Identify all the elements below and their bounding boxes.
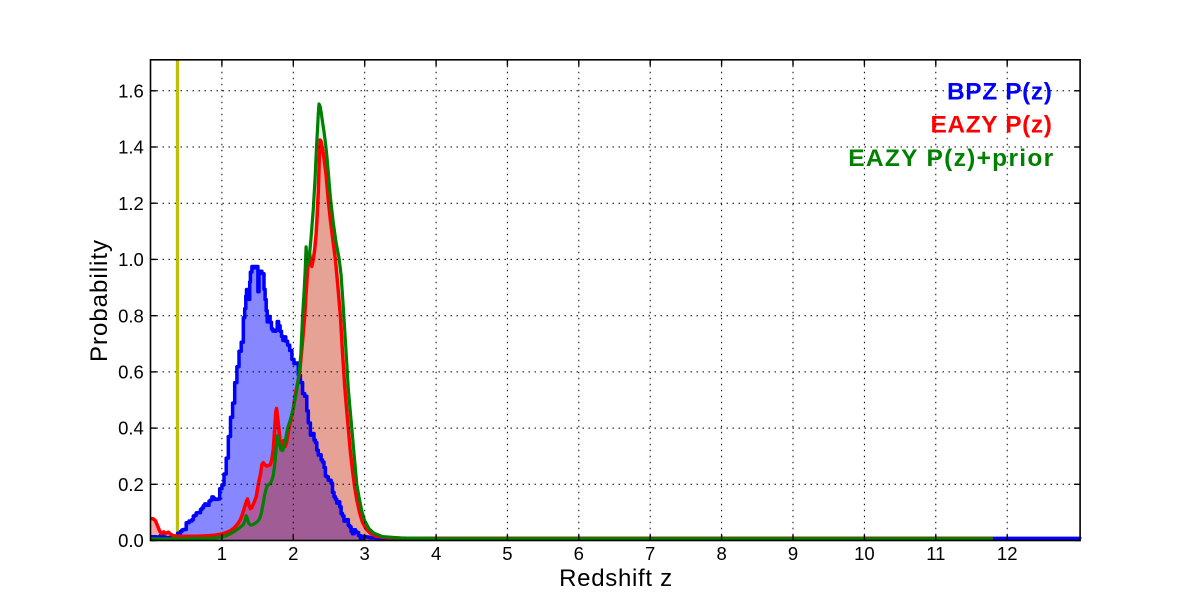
svg-text:3: 3	[360, 543, 370, 564]
svg-text:0.8: 0.8	[118, 305, 144, 326]
svg-text:8: 8	[716, 543, 726, 564]
svg-text:11: 11	[926, 543, 945, 564]
svg-text:2: 2	[288, 543, 298, 564]
svg-text:1: 1	[217, 543, 227, 564]
svg-text:0.6: 0.6	[118, 362, 144, 383]
svg-text:0.2: 0.2	[118, 474, 144, 495]
svg-text:12: 12	[997, 543, 1018, 564]
svg-text:1.0: 1.0	[118, 249, 144, 270]
svg-text:4: 4	[431, 543, 441, 564]
svg-text:BPZ P(z): BPZ P(z)	[947, 78, 1053, 105]
svg-text:10: 10	[854, 543, 875, 564]
svg-text:9: 9	[788, 543, 798, 564]
svg-text:1.6: 1.6	[118, 80, 144, 101]
svg-text:0.4: 0.4	[118, 418, 144, 439]
svg-text:1.4: 1.4	[118, 137, 144, 158]
svg-text:5: 5	[502, 543, 512, 564]
svg-text:EAZY P(z): EAZY P(z)	[930, 112, 1052, 139]
svg-text:EAZY P(z)+prior: EAZY P(z)+prior	[848, 145, 1054, 172]
svg-text:6: 6	[574, 543, 584, 564]
svg-text:0.0: 0.0	[118, 530, 144, 551]
svg-text:Probability: Probability	[86, 239, 113, 362]
svg-text:7: 7	[645, 543, 655, 564]
svg-text:Redshift z: Redshift z	[559, 565, 673, 592]
svg-text:1.2: 1.2	[118, 193, 144, 214]
